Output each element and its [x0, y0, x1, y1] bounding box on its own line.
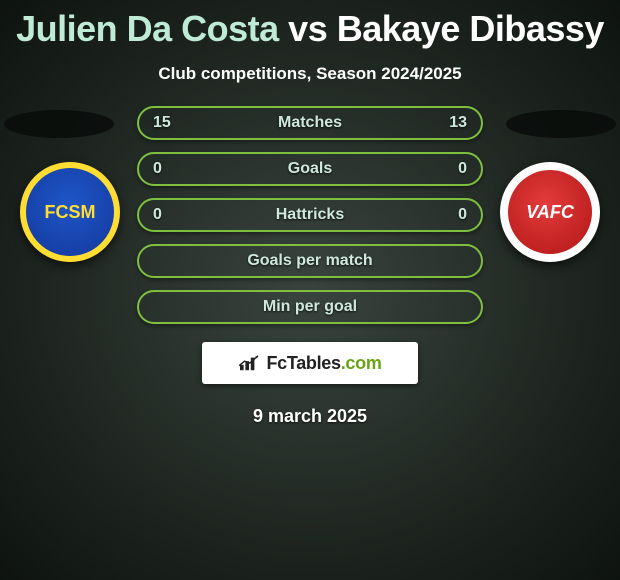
brand-name: FcTables — [266, 353, 340, 373]
bar-chart-icon — [238, 354, 260, 372]
stat-row-goals: 0 Goals 0 — [137, 152, 483, 186]
stat-left-value: 15 — [153, 114, 171, 132]
stat-left-value: 0 — [153, 206, 162, 224]
title-vs: vs — [288, 8, 327, 49]
stat-right-value: 13 — [449, 114, 467, 132]
stat-right-value: 0 — [458, 206, 467, 224]
stat-label: Goals — [288, 160, 332, 178]
subtitle: Club competitions, Season 2024/2025 — [0, 64, 620, 84]
stat-label: Min per goal — [263, 298, 357, 316]
stat-label: Hattricks — [276, 206, 344, 224]
stat-row-matches: 15 Matches 13 — [137, 106, 483, 140]
stat-right-value: 0 — [458, 160, 467, 178]
club-crest-left: FCSM — [20, 162, 120, 262]
stat-rows: 15 Matches 13 0 Goals 0 0 Hattricks 0 Go… — [137, 104, 483, 324]
brand-domain: .com — [341, 353, 382, 373]
club-crest-right-inner: VAFC — [508, 170, 592, 254]
comparison-stage: FCSM VAFC 15 Matches 13 0 Goals 0 0 Hatt… — [0, 104, 620, 324]
stat-row-min-per-goal: Min per goal — [137, 290, 483, 324]
club-crest-left-label: FCSM — [45, 202, 96, 223]
brand-text: FcTables.com — [266, 353, 381, 374]
player1-name: Julien Da Costa — [16, 8, 279, 49]
stat-row-hattricks: 0 Hattricks 0 — [137, 198, 483, 232]
club-crest-right: VAFC — [500, 162, 600, 262]
page-title: Julien Da Costa vs Bakaye Dibassy — [0, 0, 620, 50]
footer-date: 9 march 2025 — [0, 406, 620, 427]
stat-label: Matches — [278, 114, 342, 132]
stat-row-goals-per-match: Goals per match — [137, 244, 483, 278]
club-crest-right-label: VAFC — [526, 202, 574, 223]
crest-shadow-right — [506, 110, 616, 138]
brand-box: FcTables.com — [202, 342, 418, 384]
club-crest-left-inner: FCSM — [26, 168, 114, 256]
player2-name: Bakaye Dibassy — [337, 8, 604, 49]
stat-left-value: 0 — [153, 160, 162, 178]
crest-shadow-left — [4, 110, 114, 138]
stat-label: Goals per match — [247, 252, 372, 270]
